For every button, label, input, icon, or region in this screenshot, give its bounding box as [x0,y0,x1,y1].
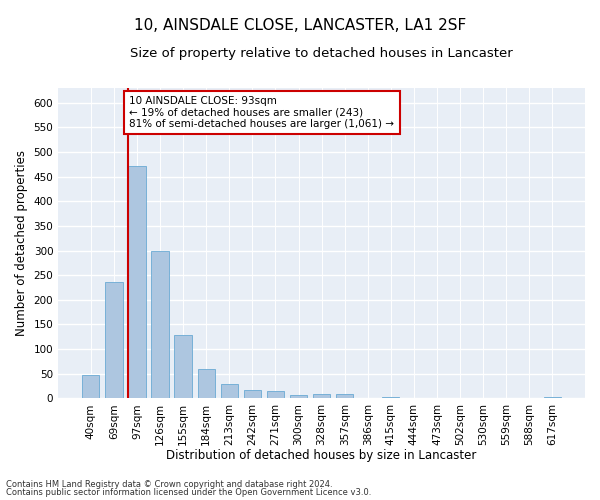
Text: 10, AINSDALE CLOSE, LANCASTER, LA1 2SF: 10, AINSDALE CLOSE, LANCASTER, LA1 2SF [134,18,466,32]
Bar [175,335,192,398]
Text: Contains HM Land Registry data © Crown copyright and database right 2024.: Contains HM Land Registry data © Crown c… [6,480,332,489]
Bar [544,397,561,398]
Text: 10 AINSDALE CLOSE: 93sqm
← 19% of detached houses are smaller (243)
81% of semi-: 10 AINSDALE CLOSE: 93sqm ← 19% of detach… [130,96,394,129]
Bar [267,392,284,398]
Title: Size of property relative to detached houses in Lancaster: Size of property relative to detached ho… [130,48,513,60]
Bar [128,166,146,398]
X-axis label: Distribution of detached houses by size in Lancaster: Distribution of detached houses by size … [166,450,477,462]
Bar [290,396,307,398]
Y-axis label: Number of detached properties: Number of detached properties [15,150,28,336]
Text: Contains public sector information licensed under the Open Government Licence v3: Contains public sector information licen… [6,488,371,497]
Bar [197,369,215,398]
Bar [221,384,238,398]
Bar [105,282,122,399]
Bar [336,394,353,398]
Bar [244,390,261,398]
Bar [151,251,169,398]
Bar [313,394,330,398]
Bar [82,374,100,398]
